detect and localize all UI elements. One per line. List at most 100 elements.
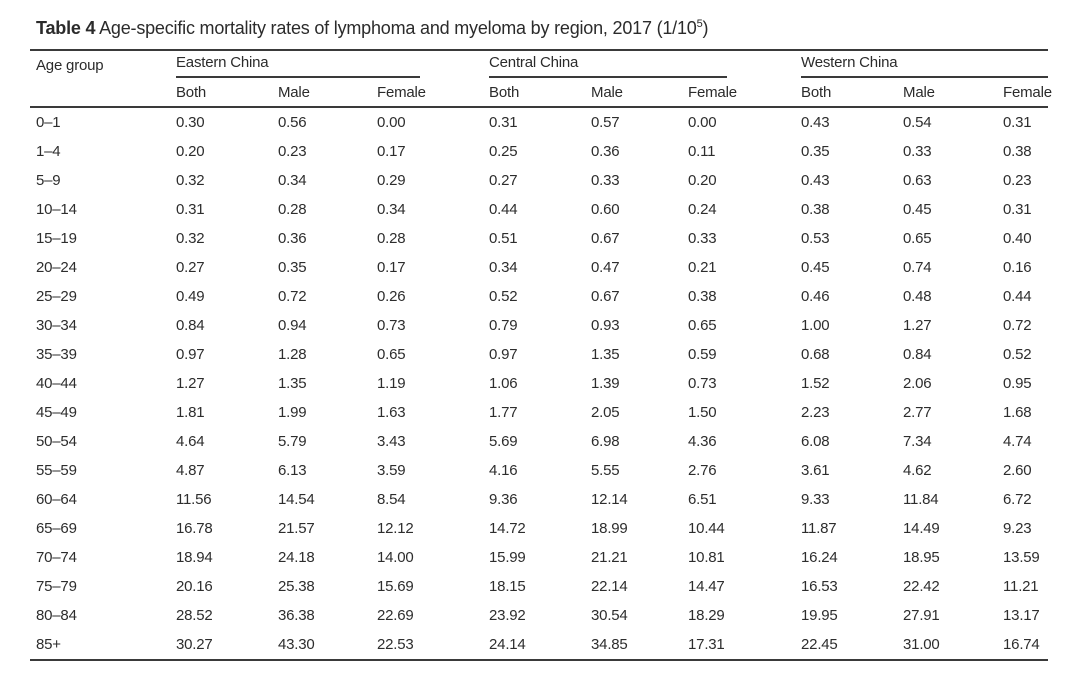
rate-cell: 21.57	[278, 520, 315, 537]
rate-cell: 0.00	[377, 114, 406, 131]
rate-cell: 0.40	[1003, 230, 1032, 247]
rate-cell: 0.95	[1003, 375, 1032, 392]
rate-cell: 0.11	[688, 143, 716, 160]
rate-cell: 13.17	[1003, 607, 1040, 624]
rate-cell: 0.53	[801, 230, 830, 247]
rate-cell: 0.00	[688, 114, 717, 131]
age-group-cell: 75–79	[36, 578, 77, 595]
rate-cell: 0.32	[176, 172, 205, 189]
sub-header-female: Female	[371, 78, 484, 108]
rate-cell: 0.52	[489, 288, 518, 305]
rate-cell: 14.47	[688, 578, 725, 595]
rate-cell: 0.73	[688, 375, 717, 392]
rate-cell: 2.60	[1003, 462, 1032, 479]
region-group-header: Western China	[795, 50, 1049, 78]
rate-cell: 30.54	[591, 607, 628, 624]
rate-cell: 1.63	[377, 404, 406, 421]
rate-cell: 0.35	[278, 259, 307, 276]
age-group-cell: 25–29	[36, 288, 77, 305]
rate-cell: 0.49	[176, 288, 205, 305]
rate-cell: 0.65	[688, 317, 717, 334]
rate-cell: 18.15	[489, 578, 526, 595]
rate-cell: 20.16	[176, 578, 213, 595]
rate-cell: 3.43	[377, 433, 406, 450]
header-sub-row: Both Male Female Both Male Female Both Male Fema…	[30, 78, 1052, 108]
rate-cell: 1.39	[591, 375, 620, 392]
rate-cell: 2.77	[903, 404, 932, 421]
rate-cell: 0.31	[176, 201, 205, 218]
rate-cell: 30.27	[176, 636, 213, 653]
rate-cell: 0.74	[903, 259, 932, 276]
sub-header-male: Male	[272, 78, 371, 108]
rate-cell: 1.68	[1003, 404, 1032, 421]
rate-cell: 16.53	[801, 578, 838, 595]
rate-cell: 22.69	[377, 607, 414, 624]
sub-header-female: Female	[997, 78, 1052, 108]
rate-cell: 9.23	[1003, 520, 1032, 537]
rate-cell: 4.36	[688, 433, 717, 450]
table-header: Age group Eastern China Central China West…	[30, 50, 1052, 108]
rate-cell: 0.73	[377, 317, 406, 334]
rate-cell: 5.55	[591, 462, 620, 479]
rate-cell: 1.50	[688, 404, 717, 421]
rate-cell: 27.91	[903, 607, 940, 624]
rate-cell: 1.81	[176, 404, 205, 421]
rate-cell: 0.48	[903, 288, 932, 305]
rate-cell: 0.51	[489, 230, 518, 247]
age-group-cell: 65–69	[36, 520, 77, 537]
rate-cell: 0.33	[903, 143, 932, 160]
rate-cell: 0.44	[1003, 288, 1032, 305]
rate-cell: 11.84	[903, 491, 939, 508]
rate-cell: 16.74	[1003, 636, 1040, 653]
age-group-cell: 40–44	[36, 375, 77, 392]
rate-cell: 0.56	[278, 114, 307, 131]
rate-cell: 0.34	[489, 259, 518, 276]
rate-cell: 0.34	[377, 201, 406, 218]
rate-cell: 14.00	[377, 549, 414, 566]
rate-cell: 0.35	[801, 143, 830, 160]
table-row: 35–39 0.97 1.28 0.65 0.97 1.35 0.59 0.68 0.84 0.5…	[30, 340, 1048, 369]
rate-cell: 23.92	[489, 607, 526, 624]
rate-cell: 0.17	[377, 143, 406, 160]
rate-cell: 0.54	[903, 114, 932, 131]
rate-cell: 0.59	[688, 346, 717, 363]
rate-cell: 0.36	[278, 230, 307, 247]
rate-cell: 0.84	[176, 317, 205, 334]
rate-cell: 6.72	[1003, 491, 1032, 508]
table-row: 20–24 0.27 0.35 0.17 0.34 0.47 0.21 0.45 0.74 0.1…	[30, 253, 1048, 282]
rate-cell: 14.72	[489, 520, 526, 537]
rate-cell: 11.21	[1003, 578, 1039, 595]
table-row: 80–84 28.52 36.38 22.69 23.92 30.54 18.29 19.95…	[30, 601, 1048, 630]
rate-cell: 6.98	[591, 433, 620, 450]
rate-cell: 12.12	[377, 520, 414, 537]
age-group-cell: 10–14	[36, 201, 77, 218]
rate-cell: 5.79	[278, 433, 307, 450]
table-row: 70–74 18.94 24.18 14.00 15.99 21.21 10.81 16.24…	[30, 543, 1048, 572]
rate-cell: 22.45	[801, 636, 838, 653]
rate-cell: 0.94	[278, 317, 307, 334]
rate-cell: 0.28	[377, 230, 406, 247]
rate-cell: 10.44	[688, 520, 725, 537]
age-group-cell: 55–59	[36, 462, 77, 479]
rate-cell: 0.20	[176, 143, 205, 160]
rate-cell: 0.45	[801, 259, 830, 276]
age-group-cell: 35–39	[36, 346, 77, 363]
rate-cell: 22.42	[903, 578, 940, 595]
rate-cell: 0.33	[688, 230, 717, 247]
rate-cell: 1.52	[801, 375, 830, 392]
rate-cell: 1.99	[278, 404, 307, 421]
table-number-label: Table 4	[36, 18, 96, 38]
rate-cell: 0.93	[591, 317, 620, 334]
table-row: 65–69 16.78 21.57 12.12 14.72 18.99 10.44 11.87…	[30, 514, 1048, 543]
rate-cell: 8.54	[377, 491, 406, 508]
age-group-cell: 70–74	[36, 549, 77, 566]
rate-cell: 1.28	[278, 346, 307, 363]
rate-cell: 16.78	[176, 520, 213, 537]
rate-cell: 6.51	[688, 491, 717, 508]
rate-cell: 0.28	[278, 201, 307, 218]
rate-cell: 18.95	[903, 549, 940, 566]
rate-cell: 0.47	[591, 259, 620, 276]
rate-cell: 0.17	[377, 259, 406, 276]
rate-cell: 6.13	[278, 462, 307, 479]
rate-cell: 25.38	[278, 578, 315, 595]
